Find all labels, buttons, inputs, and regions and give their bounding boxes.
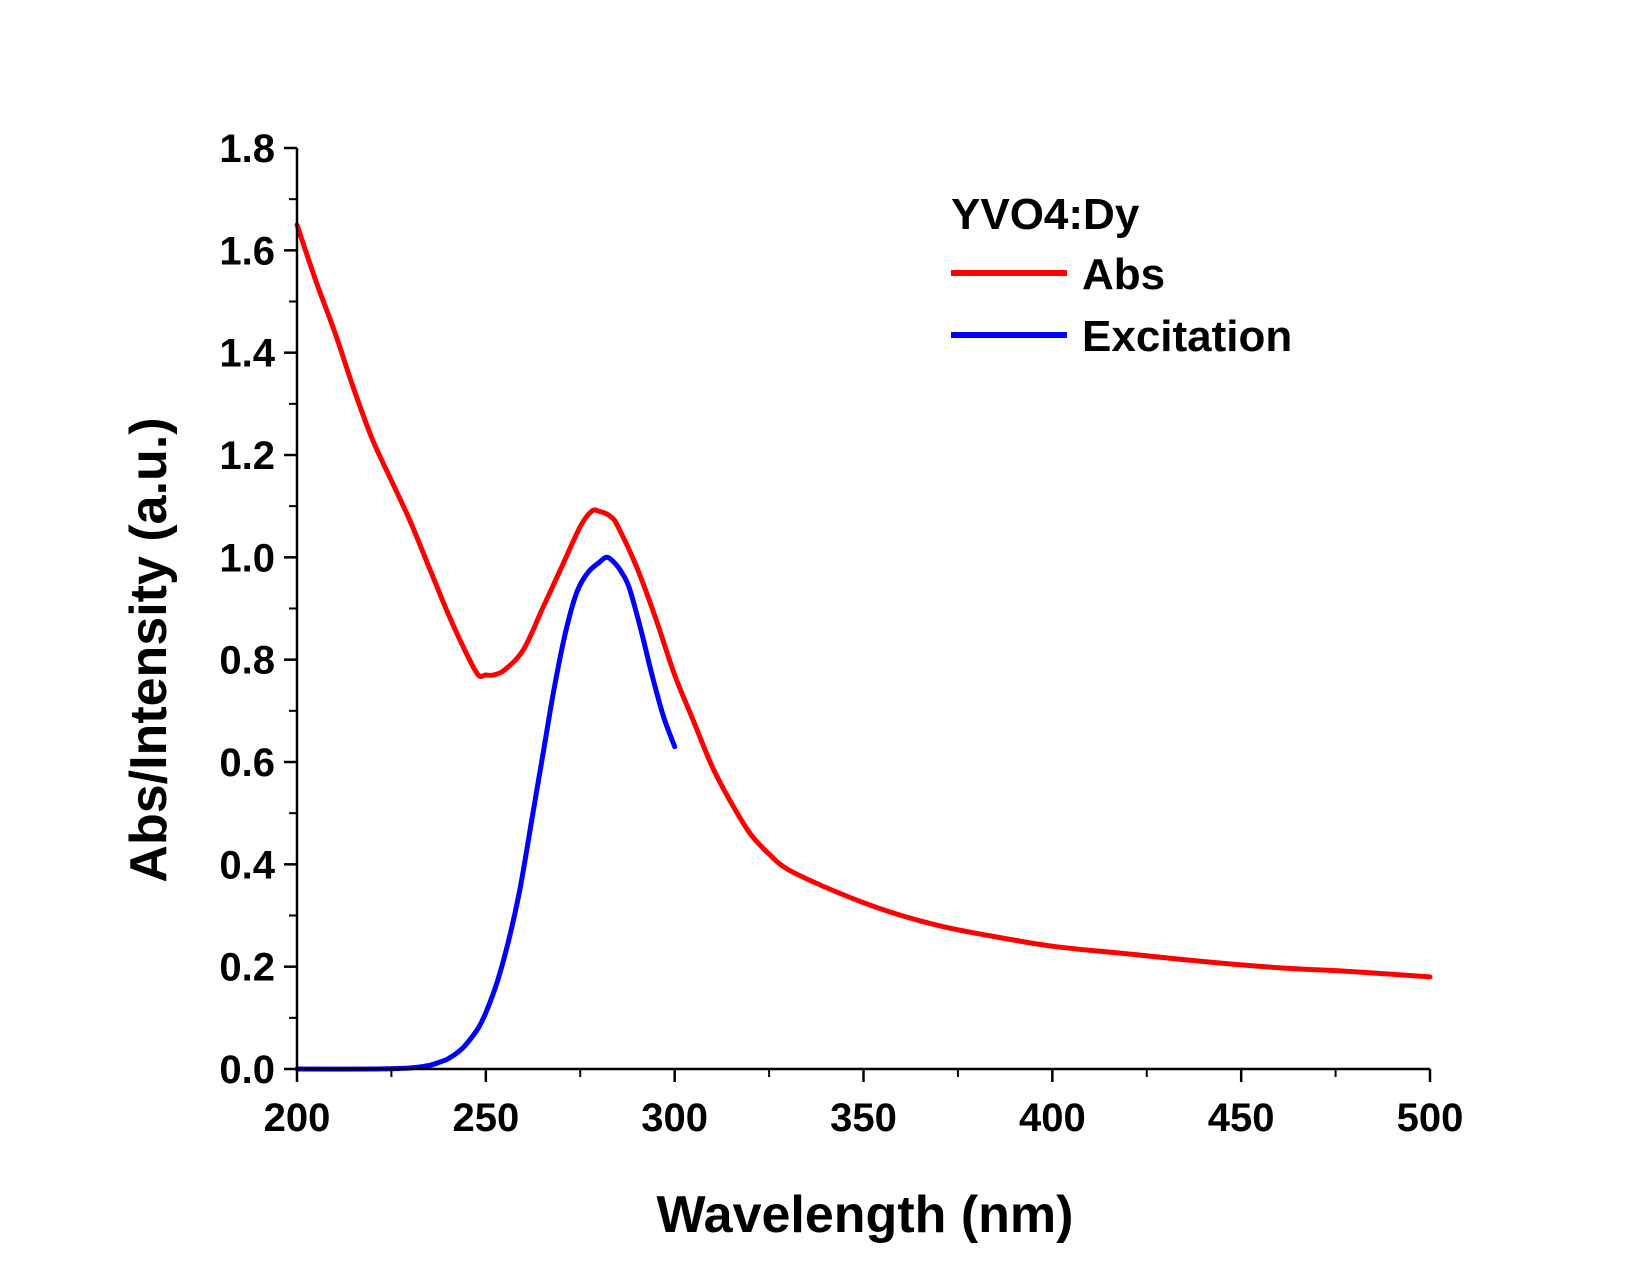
x-tick-label: 450 [1208, 1096, 1275, 1140]
x-axis-title: Wavelength (nm) [657, 1186, 1074, 1244]
y-tick-label: 1.6 [219, 229, 275, 273]
y-tick-label: 1.2 [219, 434, 275, 478]
y-tick-label: 0.6 [219, 741, 275, 785]
y-tick-label: 0.2 [219, 946, 275, 990]
series-line-abs [294, 222, 1433, 980]
y-tick-label: 0.0 [219, 1048, 275, 1092]
axes-layer: 200 250 300 350 400 450 500 0.0 0.2 0.4 0.6 0.8 1.0 1… [219, 127, 1463, 1140]
legend-label-abs: Abs [1082, 250, 1165, 299]
x-tick-label: 500 [1397, 1096, 1464, 1140]
y-tick-label: 0.4 [219, 843, 275, 887]
x-tick-label: 200 [264, 1096, 331, 1140]
y-tick-label: 1.0 [219, 536, 275, 580]
y-axis-title: Abs/Intensity (a.u.) [120, 417, 178, 882]
y-tick-label: 1.8 [219, 127, 275, 171]
y-tick-label: 1.4 [219, 332, 275, 376]
x-tick-label: 300 [641, 1096, 708, 1140]
legend-label-excitation: Excitation [1082, 312, 1292, 361]
series-line-excitation [294, 554, 678, 1072]
x-tick-label: 350 [830, 1096, 897, 1140]
x-tick-label: 250 [452, 1096, 519, 1140]
legend: YVO4:Dy Abs Excitation [951, 190, 1292, 361]
y-tick-label: 0.8 [219, 639, 275, 683]
x-tick-label: 400 [1019, 1096, 1086, 1140]
legend-title: YVO4:Dy [951, 190, 1140, 239]
series-layer [294, 222, 1433, 1072]
